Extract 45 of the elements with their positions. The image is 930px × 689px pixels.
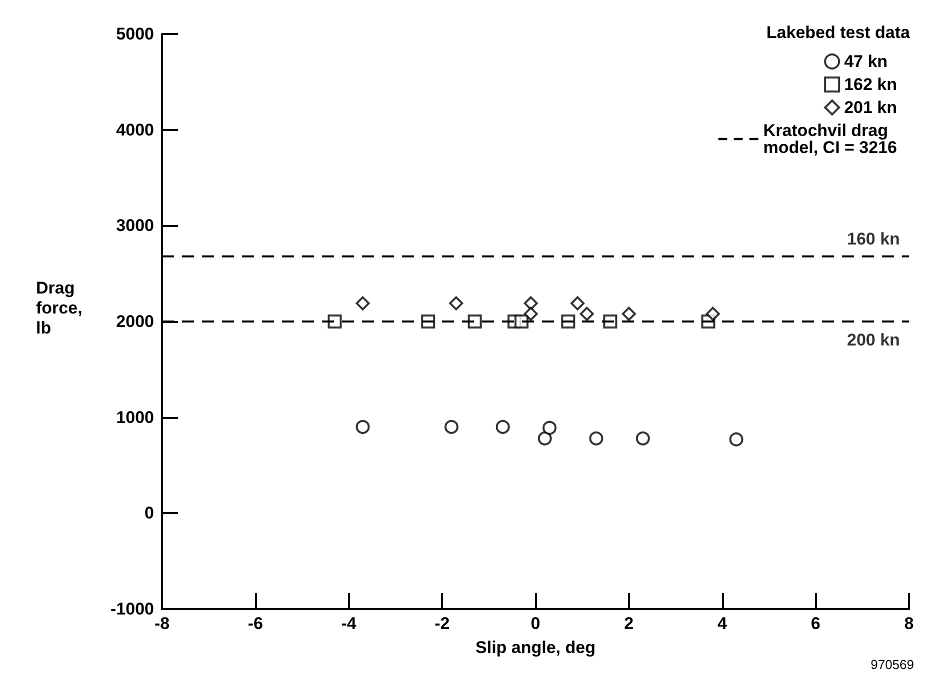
point	[468, 314, 482, 328]
point	[580, 306, 594, 321]
x-tick-label: 0	[530, 614, 540, 633]
point	[524, 306, 538, 321]
x-tick-label: -6	[248, 614, 263, 633]
y-tick-label: 0	[144, 504, 154, 523]
point	[444, 420, 458, 434]
y-tick-label: 3000	[116, 216, 154, 236]
legend-label: 201 kn	[844, 98, 898, 117]
legend-label: Kratochvil drag model, CI = 3216	[763, 121, 897, 157]
annotation: 200 kn	[847, 330, 900, 350]
point	[538, 431, 552, 446]
x-axis-title: Slip angle, deg	[476, 638, 596, 657]
point	[622, 306, 636, 321]
annotation: 160 kn	[847, 229, 900, 248]
point	[524, 296, 538, 310]
x-tick-label: -8	[154, 614, 170, 633]
point	[589, 431, 604, 446]
point	[706, 306, 720, 321]
x-tick-label: -4	[341, 614, 357, 633]
y-axis-title: Drag force, lb	[36, 278, 82, 338]
y-tick-label: -1000	[110, 600, 154, 618]
point	[514, 314, 528, 328]
x-tick-label: 6	[810, 614, 820, 633]
x-tick-label: 8	[904, 614, 914, 633]
point	[570, 296, 585, 310]
point	[729, 432, 744, 446]
point	[636, 431, 650, 446]
legend-title: Lakebed test data	[766, 23, 911, 42]
legend-label: 47 kn	[844, 52, 888, 71]
point	[449, 296, 464, 310]
y-tick-label: 1000	[116, 408, 154, 427]
x-tick-label: -2	[434, 614, 450, 633]
point	[356, 420, 370, 434]
legend-label: 162 kn	[844, 75, 898, 94]
x-tick-label: 2	[624, 614, 634, 633]
point	[328, 314, 342, 328]
x-tick-label: 4	[718, 614, 728, 633]
text: 970569	[870, 657, 914, 672]
y-tick-label: 5000	[116, 24, 154, 44]
point	[356, 296, 370, 310]
y-tick-label: 2000	[116, 312, 154, 331]
y-tick-label: 4000	[116, 120, 154, 140]
point	[496, 420, 510, 434]
point	[542, 420, 557, 435]
